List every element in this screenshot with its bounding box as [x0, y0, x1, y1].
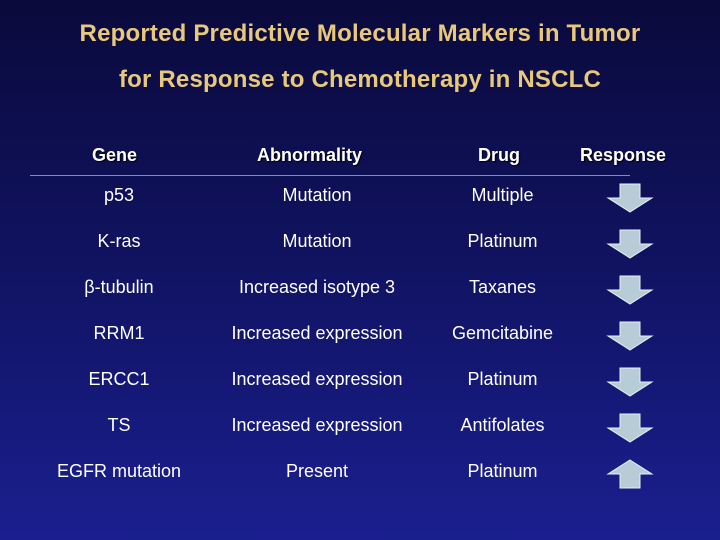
header-drug: Drug [478, 145, 520, 165]
abnormality-cell: Mutation [282, 231, 352, 251]
drug-cell: Gemcitabine [451, 323, 554, 343]
header-gene: Gene [92, 145, 138, 165]
header-divider [30, 175, 630, 176]
drug-cell: Platinum [467, 231, 538, 251]
abnormality-cell: Mutation [282, 185, 352, 205]
abnormality-cell: Increased expression [231, 415, 403, 435]
header-response: Response [580, 145, 667, 165]
gene-cell: ERCC1 [88, 369, 150, 389]
slide-title-line1: Reported Predictive Molecular Markers in… [79, 20, 641, 47]
drug-cell: Platinum [467, 461, 538, 481]
drug-cell: Antifolates [460, 415, 545, 435]
gene-cell: β-tubulin [84, 277, 154, 297]
gene-cell: p53 [103, 185, 135, 205]
down-arrow-icon [606, 367, 654, 397]
header-abnormality: Abnormality [257, 145, 363, 165]
up-arrow-icon [606, 459, 654, 489]
abnormality-cell: Increased isotype 3 [238, 277, 396, 297]
gene-cell: EGFR mutation [56, 461, 182, 481]
down-arrow-icon [606, 321, 654, 351]
gene-cell: K-ras [97, 231, 141, 251]
abnormality-cell: Present [285, 461, 349, 481]
gene-cell: TS [107, 415, 131, 435]
gene-cell: RRM1 [93, 323, 145, 343]
drug-cell: Taxanes [468, 277, 537, 297]
down-arrow-icon [606, 413, 654, 443]
drug-cell: Platinum [467, 369, 538, 389]
abnormality-cell: Increased expression [231, 323, 403, 343]
drug-cell: Multiple [471, 185, 534, 205]
down-arrow-icon [606, 275, 654, 305]
down-arrow-icon [606, 183, 654, 213]
abnormality-cell: Increased expression [231, 369, 403, 389]
down-arrow-icon [606, 229, 654, 259]
slide-title-line2: for Response to Chemotherapy in NSCLC [118, 66, 602, 93]
